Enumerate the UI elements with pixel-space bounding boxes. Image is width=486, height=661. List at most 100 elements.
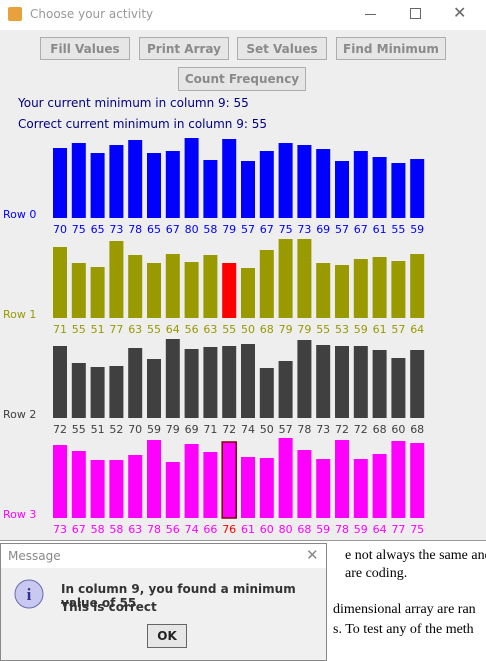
value-label: 72 [222,423,236,436]
bar [335,161,349,218]
value-label: 79 [279,323,293,336]
maximize[interactable] [410,8,421,19]
bar [259,368,274,418]
value-label: 51 [91,323,105,336]
bar [90,460,105,518]
bar [410,443,425,518]
value-label: 57 [335,223,349,236]
bar [109,145,124,218]
bar [297,340,312,418]
value-label: 72 [53,423,67,436]
minimize[interactable] [365,14,376,15]
value-label: 53 [335,323,349,336]
bar [109,460,124,518]
button[interactable]: Fill Values [40,37,130,60]
value-label: 73 [109,223,123,236]
bar [184,138,199,218]
value-label: 61 [373,223,387,236]
value-label: 73 [53,523,67,536]
button[interactable]: Count Frequency [178,67,306,91]
value-label: 71 [53,323,67,336]
bar [53,247,67,318]
bar [222,139,237,218]
value-label: 55 [72,423,86,436]
value-label: 73 [297,223,311,236]
doc-line: are coding. [345,566,408,581]
bar [90,367,105,418]
value-label: 50 [241,323,255,336]
bar [109,366,124,418]
dialog-close[interactable]: ✕ [306,546,319,564]
ok-button[interactable]: OK [147,624,187,648]
bar [353,346,368,418]
bar [128,140,143,218]
bar [316,263,331,318]
value-label: 79 [297,323,311,336]
bar [353,459,368,518]
bar [372,454,387,518]
button[interactable]: Set Values [237,37,327,60]
value-label: 67 [354,223,368,236]
message-dialog: Message ✕ i In column 9, you found a min… [0,543,327,661]
value-label: 68 [297,523,311,536]
info-icon: i [14,579,44,609]
value-label: 57 [241,223,255,236]
bar [165,462,180,518]
value-label: 55 [316,323,330,336]
bar [203,255,218,318]
svg-text:i: i [27,585,32,604]
bar [372,350,387,418]
bar [410,159,425,218]
dialog-title: Message [8,549,61,563]
bar [128,455,143,518]
value-label: 58 [203,223,217,236]
bar [128,255,143,318]
value-label: 66 [203,523,217,536]
doc-line: e not always the same and [345,548,486,563]
value-label: 74 [241,423,255,436]
value-label: 57 [279,423,293,436]
bar [335,346,349,418]
row-label: Row 1 [3,308,36,321]
bar [335,265,349,318]
bar [391,163,406,218]
value-label: 63 [128,523,142,536]
button[interactable]: Print Array [139,37,229,60]
bar [297,239,312,318]
value-label: 60 [391,423,405,436]
value-label: 58 [91,523,105,536]
value-label: 59 [316,523,330,536]
close[interactable]: ✕ [453,3,467,22]
value-label: 63 [203,323,217,336]
bar [316,149,331,218]
bar [71,363,86,418]
bar [241,344,255,418]
value-label: 65 [91,223,105,236]
bar [316,345,331,418]
bar [184,349,199,418]
row-label: Row 3 [3,508,36,521]
bar [203,347,218,418]
bar [109,241,124,318]
value-label: 79 [166,423,180,436]
value-label: 61 [373,323,387,336]
value-label: 75 [279,223,293,236]
value-label: 56 [185,323,199,336]
bar [147,153,161,218]
bar [165,254,180,318]
dialog-text: In column 9, you found a minimum value o… [61,582,296,610]
value-label: 59 [147,423,161,436]
bar [353,151,368,218]
value-label: 69 [316,223,330,236]
value-label: 56 [166,523,180,536]
bar [372,157,387,218]
value-label: 61 [241,523,255,536]
button[interactable]: Find Minimum [336,37,446,60]
value-label: 78 [335,523,349,536]
bar [147,440,161,518]
value-label: 72 [335,423,349,436]
bar [128,348,143,418]
title-bar: Choose your activity ✕ [0,0,486,30]
bar [278,361,293,418]
